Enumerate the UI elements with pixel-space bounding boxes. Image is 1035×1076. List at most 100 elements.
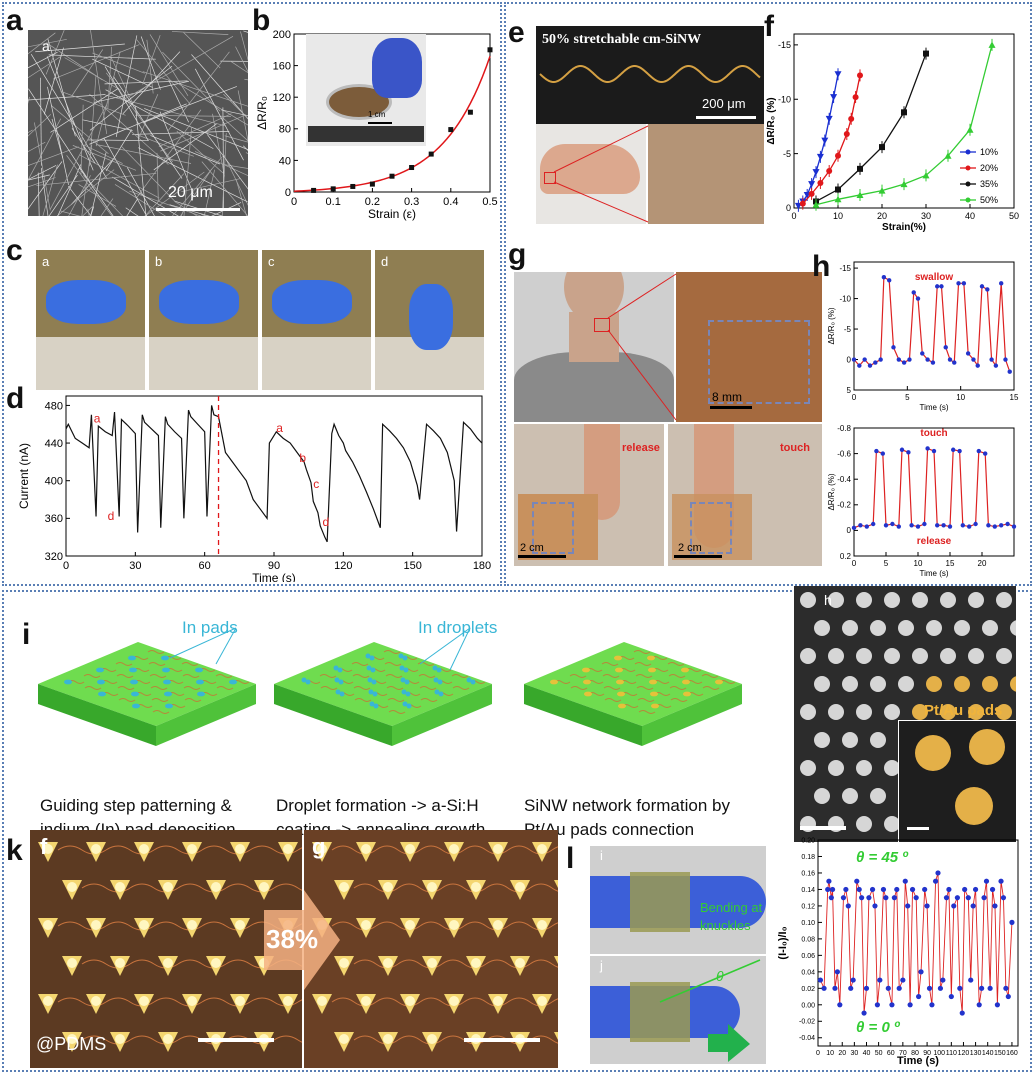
panel-e-scale-bar xyxy=(696,116,756,119)
in-droplet xyxy=(335,689,341,695)
nanowire xyxy=(384,662,402,666)
pad-center xyxy=(361,996,371,1006)
fiber xyxy=(82,206,93,216)
data-point xyxy=(857,363,862,368)
wire xyxy=(551,998,558,1003)
panel-e-zoom-lines xyxy=(553,125,649,223)
panel-k-right-letter: g xyxy=(312,834,326,859)
panel-l-bottom-photo: j θ xyxy=(590,956,766,1064)
pad-dot xyxy=(884,704,900,720)
pad-dot xyxy=(814,676,830,692)
data-point xyxy=(999,281,1004,286)
y-tick-label: -0.2 xyxy=(837,501,851,510)
data-point xyxy=(330,186,336,192)
pad-dot xyxy=(856,704,872,720)
sensor-tape xyxy=(630,872,690,932)
data-point xyxy=(878,357,883,362)
nanowire xyxy=(701,674,719,678)
data-point xyxy=(913,895,919,901)
pad-center xyxy=(471,958,481,968)
pad-dot xyxy=(842,788,858,804)
fiber xyxy=(50,105,109,155)
nanowire xyxy=(388,710,406,714)
annotation-label: c xyxy=(313,477,319,491)
data-point xyxy=(350,183,356,189)
slab-top xyxy=(274,642,492,726)
x-tick-label: 0.3 xyxy=(404,196,419,208)
panel-b-inset-scale xyxy=(368,122,392,124)
fiber xyxy=(40,77,42,166)
panel-c-frame-letter: a xyxy=(42,254,50,269)
y-tick-label: -0.8 xyxy=(837,424,851,433)
panel-j-pads-label: Pt/Au pads xyxy=(924,702,1003,719)
pad-circle xyxy=(955,787,993,825)
panel-g-neck-scale-text: 8 mm xyxy=(712,390,742,404)
pad-dot xyxy=(926,676,942,692)
slab-side xyxy=(642,684,742,746)
data-point xyxy=(948,993,954,1000)
fiber xyxy=(115,35,138,137)
data-point xyxy=(951,903,957,909)
data-point xyxy=(943,345,948,350)
pad-center xyxy=(163,1034,173,1044)
data-point xyxy=(907,1002,913,1008)
pad-dot xyxy=(842,732,858,748)
panel-d-label: d xyxy=(6,382,25,415)
fiber xyxy=(28,118,62,181)
nanowire xyxy=(633,650,651,654)
pad-dot xyxy=(968,592,984,608)
data-point xyxy=(993,363,999,368)
fiber xyxy=(105,89,214,149)
fiber xyxy=(66,155,113,216)
fiber xyxy=(142,71,248,107)
y-axis-label: ΔR/R₀ (%) xyxy=(827,307,836,344)
y-tick-label: -0.04 xyxy=(799,1035,815,1042)
pad-center xyxy=(493,996,503,1006)
data-point xyxy=(985,287,990,292)
annotation-label: d xyxy=(323,515,330,529)
x-tick-label: 10 xyxy=(956,393,965,402)
fiber xyxy=(144,171,205,216)
nanowire xyxy=(351,662,369,666)
pad-dot xyxy=(940,648,956,664)
nanowire xyxy=(418,674,436,678)
fiber xyxy=(110,57,139,115)
pad-center xyxy=(537,996,547,1006)
pt-au-pad xyxy=(615,667,623,673)
panel-k-label: k xyxy=(6,834,23,867)
y-axis-label: ΔR/R₀ xyxy=(255,96,269,130)
data-point xyxy=(899,447,905,452)
data-point xyxy=(976,448,981,454)
x-tick-label: 0 xyxy=(852,393,857,402)
fiber xyxy=(136,109,202,198)
annotation-label: swallow xyxy=(915,272,954,283)
data-point xyxy=(960,523,965,528)
fiber xyxy=(37,172,40,216)
x-tick-label: 5 xyxy=(905,393,910,402)
y-tick-label: -10 xyxy=(839,294,851,303)
wire xyxy=(551,922,558,927)
arrow-right-icon xyxy=(659,959,761,1062)
fiber xyxy=(89,103,187,145)
fiber xyxy=(104,66,149,142)
nanowire xyxy=(385,674,403,678)
annotation-label: release xyxy=(917,536,952,547)
plot-frame xyxy=(65,395,483,557)
data-point xyxy=(976,1002,982,1008)
y-tick-label: 0 xyxy=(847,355,852,364)
in-droplet xyxy=(337,667,343,673)
data-point xyxy=(959,1010,965,1016)
y-tick-label: 0.08 xyxy=(801,936,815,943)
plot-frame xyxy=(853,261,1015,391)
y-tick-label: 0.18 xyxy=(801,854,815,861)
panel-i-schematics xyxy=(38,627,742,746)
fiber xyxy=(35,43,125,53)
pad-center xyxy=(449,996,459,1006)
data-point xyxy=(878,187,886,194)
in-pad xyxy=(164,691,172,697)
data-point xyxy=(935,523,940,528)
data-point xyxy=(967,524,972,529)
data-point xyxy=(909,886,916,893)
panel-l-chart: 0 10 20 30 40 50 60 70 80 90 100 110 120 130 140 150 160… xyxy=(777,837,1019,1067)
data-point xyxy=(937,985,944,991)
